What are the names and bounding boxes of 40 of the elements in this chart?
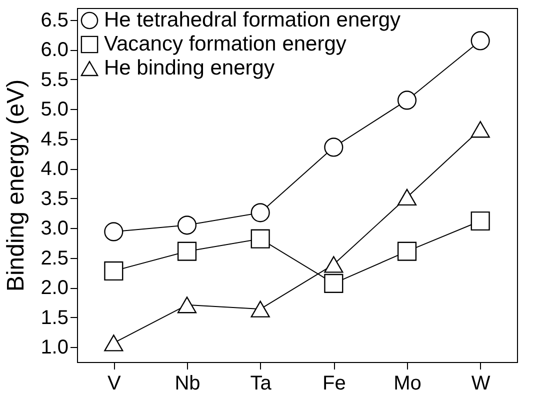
y-tick-label: 1.5 [40, 306, 68, 329]
y-tick-label: 1.0 [40, 336, 68, 359]
y-tick-label: 6.5 [40, 9, 68, 32]
point [324, 256, 344, 273]
y-tick-label: 5.0 [40, 98, 68, 121]
legend-label: He tetrahedral formation energy [104, 8, 401, 32]
y-tick-label: 4.5 [40, 128, 68, 150]
y-tick-label: 6.0 [40, 39, 68, 62]
point [104, 334, 124, 352]
point [397, 242, 417, 261]
point [324, 138, 344, 157]
legend-label: He binding energy [104, 56, 275, 80]
point [250, 300, 270, 318]
x-tick-label: Nb [174, 372, 200, 394]
point [250, 229, 270, 248]
point [177, 296, 197, 314]
x-tick-label: W [471, 372, 490, 394]
point [177, 216, 197, 235]
x-tick-label: Ta [250, 372, 272, 394]
point [104, 261, 124, 281]
y-axis-title: Binding energy (eV) [2, 79, 30, 292]
point [397, 188, 417, 206]
x-tick-label: Fe [322, 372, 346, 394]
point [250, 203, 270, 222]
point [470, 211, 490, 231]
y-tick-label: 2.5 [40, 247, 68, 270]
y-tick-label: 3.5 [40, 188, 68, 210]
point [177, 242, 197, 261]
point [324, 274, 344, 294]
y-tick-label: 2.0 [40, 277, 68, 300]
point [470, 121, 490, 138]
x-tick-label: Mo [394, 372, 422, 394]
point [397, 90, 417, 110]
x-tick-label: V [107, 372, 122, 394]
y-tick-label: 5.5 [40, 68, 68, 91]
y-tick-label: 3.0 [40, 218, 68, 240]
point [104, 222, 124, 242]
point [470, 31, 490, 50]
legend-label: Vacancy formation energy [104, 32, 347, 56]
y-tick-label: 4.0 [40, 158, 68, 180]
